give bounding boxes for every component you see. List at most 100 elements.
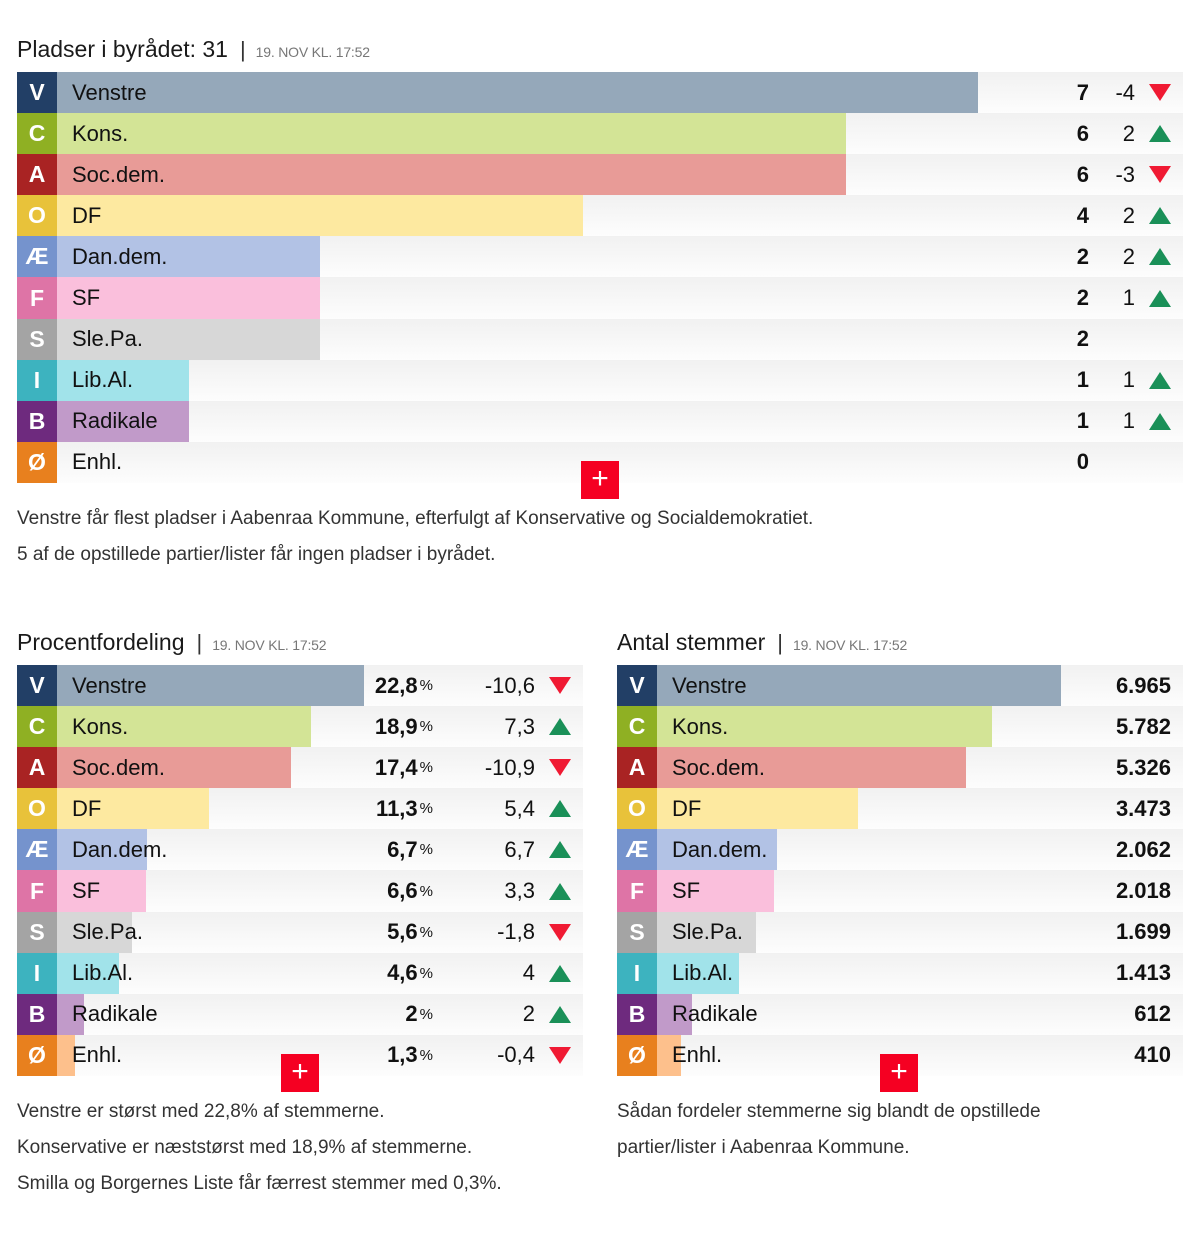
party-letter-badge: Æ: [617, 829, 657, 871]
percent-unit: %: [419, 882, 433, 900]
party-row-dan-dem: Æ Dan.dem. 2 2: [17, 236, 1183, 278]
seats-caption: Venstre får flest pladser i Aabenraa Kom…: [17, 501, 1183, 573]
bar-lib-al: [57, 952, 119, 994]
change-label: 5,4: [504, 795, 535, 821]
percent-unit: %: [419, 677, 433, 695]
votes-heading: Antal stemmer | 19. NOV KL. 17:52: [617, 629, 1183, 659]
party-name: DF: [72, 795, 102, 821]
party-name: Enhl.: [72, 449, 123, 475]
change-label: -4: [1115, 79, 1135, 105]
value-number: 17,4: [374, 754, 418, 780]
value-number: 0: [1076, 449, 1089, 475]
party-name: Soc.dem.: [672, 754, 765, 780]
party-name: Kons.: [672, 713, 729, 739]
value-label: 3.473: [1116, 788, 1171, 829]
party-letter-badge: B: [17, 993, 57, 1035]
value-number: 1: [1076, 367, 1089, 393]
triangle-up-icon: [549, 800, 571, 818]
bar-soc-dem: [57, 747, 292, 789]
party-row-soc-dem: A Soc.dem. 17,4% -10,9: [17, 747, 583, 789]
bar-venstre: [57, 72, 978, 114]
change-label: 6,7: [504, 836, 535, 862]
party-name: Venstre: [72, 672, 147, 698]
arrow-up-icon: [549, 829, 571, 870]
party-name: SF: [72, 285, 101, 311]
value-number: 1.413: [1115, 960, 1171, 986]
value-label: 18,9%: [375, 706, 433, 747]
change-label: 2: [522, 1001, 535, 1027]
value-number: 2: [1076, 285, 1089, 311]
party-letter-badge: F: [617, 870, 657, 912]
bar-kons: [657, 706, 993, 748]
value-number: 3.473: [1115, 795, 1171, 821]
party-row-dan-dem: Æ Dan.dem. 6,7% 6,7: [17, 829, 583, 871]
party-letter-badge: C: [17, 706, 57, 748]
value-number: 2.062: [1115, 836, 1171, 862]
value-number: 6,6: [387, 878, 418, 904]
arrow-down-icon: [1149, 154, 1171, 195]
value-number: 18,9: [374, 713, 418, 739]
arrow-down-icon: [549, 747, 571, 788]
arrow-up-icon: [1149, 195, 1171, 236]
value-number: 1,3: [387, 1042, 418, 1068]
value-label: 2: [1077, 236, 1089, 277]
value-label: 5.782: [1116, 706, 1171, 747]
caption-line: Venstre er størst med 22,8% af stemmerne…: [17, 1100, 385, 1122]
party-name: DF: [672, 795, 702, 821]
party-letter-badge: Ø: [17, 441, 57, 483]
party-row-radikale: B Radikale 2% 2: [17, 993, 583, 1035]
party-name: Lib.Al.: [72, 960, 134, 986]
percent-unit: %: [419, 1005, 433, 1023]
party-row-kons: C Kons. 18,9% 7,3: [17, 706, 583, 748]
party-letter-badge: C: [617, 706, 657, 748]
value-label: 6: [1077, 113, 1089, 154]
triangle-up-icon: [1149, 125, 1171, 143]
party-letter-badge: B: [17, 400, 57, 442]
seats-title: Pladser i byrådet: 31: [17, 36, 228, 62]
party-name: Venstre: [72, 79, 147, 105]
arrow-up-icon: [1149, 277, 1171, 318]
bar-sf: [57, 277, 321, 319]
value-label: 22,8%: [375, 665, 433, 706]
party-letter-badge: A: [617, 747, 657, 789]
seats-panel: Pladser i byrådet: 31 | 19. NOV KL. 17:5…: [17, 36, 1183, 573]
party-row-soc-dem: A Soc.dem. 5.326: [617, 747, 1183, 789]
party-letter-badge: A: [17, 747, 57, 789]
triangle-down-icon: [1149, 84, 1171, 102]
party-letter-badge: Ø: [617, 1034, 657, 1076]
bar-radikale: [57, 400, 189, 442]
bar-kons: [57, 113, 847, 155]
arrow-up-icon: [549, 706, 571, 747]
value-number: 22,8: [374, 672, 418, 698]
party-letter-badge: Ø: [17, 1034, 57, 1076]
votes-title: Antal stemmer: [617, 629, 766, 655]
bar-dan-dem: [57, 829, 148, 871]
value-label: 7: [1077, 72, 1089, 113]
party-name: Sle.Pa.: [672, 919, 743, 945]
value-number: 11,3: [376, 795, 418, 821]
party-name: Dan.dem.: [672, 836, 768, 862]
party-letter-badge: O: [17, 195, 57, 237]
bar-sf: [657, 870, 775, 912]
party-letter-badge: V: [617, 665, 657, 707]
triangle-up-icon: [1149, 289, 1171, 307]
percent-title: Procentfordeling: [17, 629, 185, 655]
bar-sf: [57, 870, 146, 912]
value-label: 6.965: [1116, 665, 1171, 706]
triangle-up-icon: [549, 1005, 571, 1023]
party-letter-badge: V: [17, 665, 57, 707]
value-number: 2: [1076, 243, 1089, 269]
value-number: 4: [1076, 202, 1089, 228]
value-number: 410: [1134, 1042, 1171, 1068]
expand-votes-button[interactable]: +: [880, 1054, 918, 1092]
expand-seats-button[interactable]: +: [581, 461, 619, 499]
value-label: 0: [1077, 442, 1089, 483]
bar-df: [57, 195, 584, 237]
party-name: Dan.dem.: [72, 836, 168, 862]
heading-separator: |: [239, 37, 246, 62]
bar-soc-dem: [57, 154, 847, 196]
value-number: 5.782: [1115, 713, 1171, 739]
value-label: 612: [1134, 994, 1171, 1035]
expand-percent-button[interactable]: +: [281, 1054, 319, 1092]
party-row-kons: C Kons. 6 2: [17, 113, 1183, 155]
